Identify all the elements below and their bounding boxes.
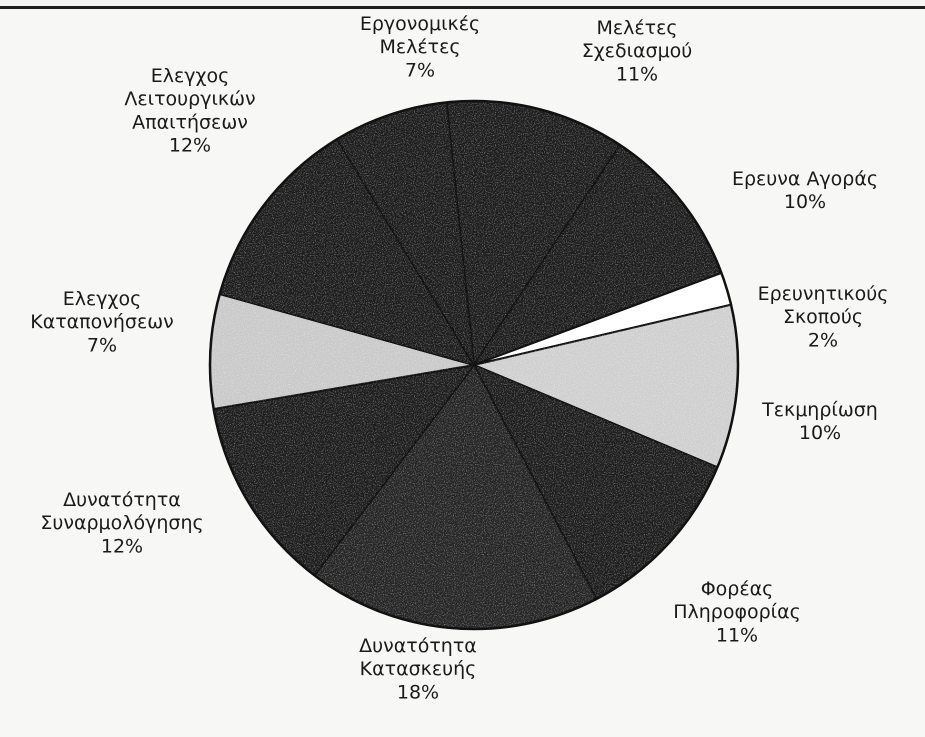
slice-label: Φορέας Πληροφορίας 11% bbox=[673, 578, 801, 646]
slice-name-line: Εργονομικές bbox=[360, 13, 480, 35]
slice-name-line: Μελέτες bbox=[596, 17, 677, 39]
slice-name-line: Πληροφορίας bbox=[673, 601, 801, 623]
slice-name-line: Ελεγχος bbox=[63, 288, 142, 310]
slice-label: Τεκμηρίωση 10% bbox=[761, 399, 878, 444]
slice-value-label: 7% bbox=[87, 334, 117, 356]
slice-label: Ερευνα Αγοράς 10% bbox=[732, 168, 878, 213]
slice-label: Ερευνητικούς Σκοπούς 2% bbox=[758, 283, 889, 351]
pie-slice-texture bbox=[213, 365, 474, 576]
slice-name-line: Σχεδιασμού bbox=[582, 40, 693, 62]
pie-slice-texture bbox=[474, 304, 738, 468]
slice-name-line: Απαιτήσεων bbox=[132, 111, 248, 133]
slice-label: Μελέτες Σχεδιασμού 11% bbox=[582, 17, 693, 85]
pie-slice-texture bbox=[446, 101, 621, 365]
pie-outline bbox=[208, 99, 740, 631]
pie-slice-texture bbox=[474, 145, 722, 365]
slice-value-label: 2% bbox=[808, 329, 838, 351]
slice-value-label: 10% bbox=[799, 422, 841, 444]
slice-labels: Μελέτες Σχεδιασμού 11%Ερευνα Αγοράς 10%Ερευ… bbox=[30, 13, 888, 703]
pie-slice-texture bbox=[474, 365, 718, 599]
slice-label: Δυνατότητα Κατασκευής 18% bbox=[359, 635, 477, 703]
slice-value-label: 12% bbox=[169, 135, 211, 157]
pie-slice-texture bbox=[337, 102, 474, 365]
slice-name-line: Συναρμολόγησης bbox=[40, 512, 203, 534]
slice-value-label: 7% bbox=[405, 59, 435, 81]
slice-value-label: 10% bbox=[784, 191, 826, 213]
slice-value-label: 12% bbox=[101, 535, 143, 557]
slice-name-line: Καταπονήσεων bbox=[30, 311, 174, 333]
pie-slices bbox=[208, 99, 740, 631]
slice-label: Δυνατότητα Συναρμολόγησης 12% bbox=[40, 489, 203, 557]
slice-value-label: 11% bbox=[716, 624, 758, 646]
slice-name-line: Ερευνα Αγοράς bbox=[732, 168, 878, 190]
slice-name-line: Σκοπούς bbox=[783, 306, 863, 328]
slice-name-line: Φορέας bbox=[701, 578, 774, 600]
pie-slice-texture bbox=[210, 294, 474, 410]
pie-slice-texture bbox=[314, 365, 597, 629]
top-border-rule bbox=[0, 6, 925, 9]
slice-label: Ελεγχος Καταπονήσεων 7% bbox=[30, 288, 174, 356]
slice-label: Ελεγχος Λειτουργικών Απαιτήσεων 12% bbox=[124, 65, 255, 157]
slice-name-line: Ερευνητικούς bbox=[758, 283, 889, 305]
slice-name-line: Κατασκευής bbox=[360, 658, 477, 680]
slice-name-line: Δυνατότητα bbox=[359, 635, 477, 657]
slice-value-label: 18% bbox=[397, 681, 439, 703]
slice-name-line: Τεκμηρίωση bbox=[761, 399, 878, 421]
slice-name-line: Δυνατότητα bbox=[63, 489, 181, 511]
slice-name-line: Μελέτες bbox=[379, 36, 460, 58]
slice-label: Εργονομικές Μελέτες 7% bbox=[360, 13, 480, 81]
slice-name-line: Ελεγχος bbox=[151, 65, 230, 87]
slice-value-label: 11% bbox=[616, 63, 658, 85]
pie-slice-texture bbox=[219, 139, 474, 365]
slice-name-line: Λειτουργικών bbox=[124, 88, 255, 110]
